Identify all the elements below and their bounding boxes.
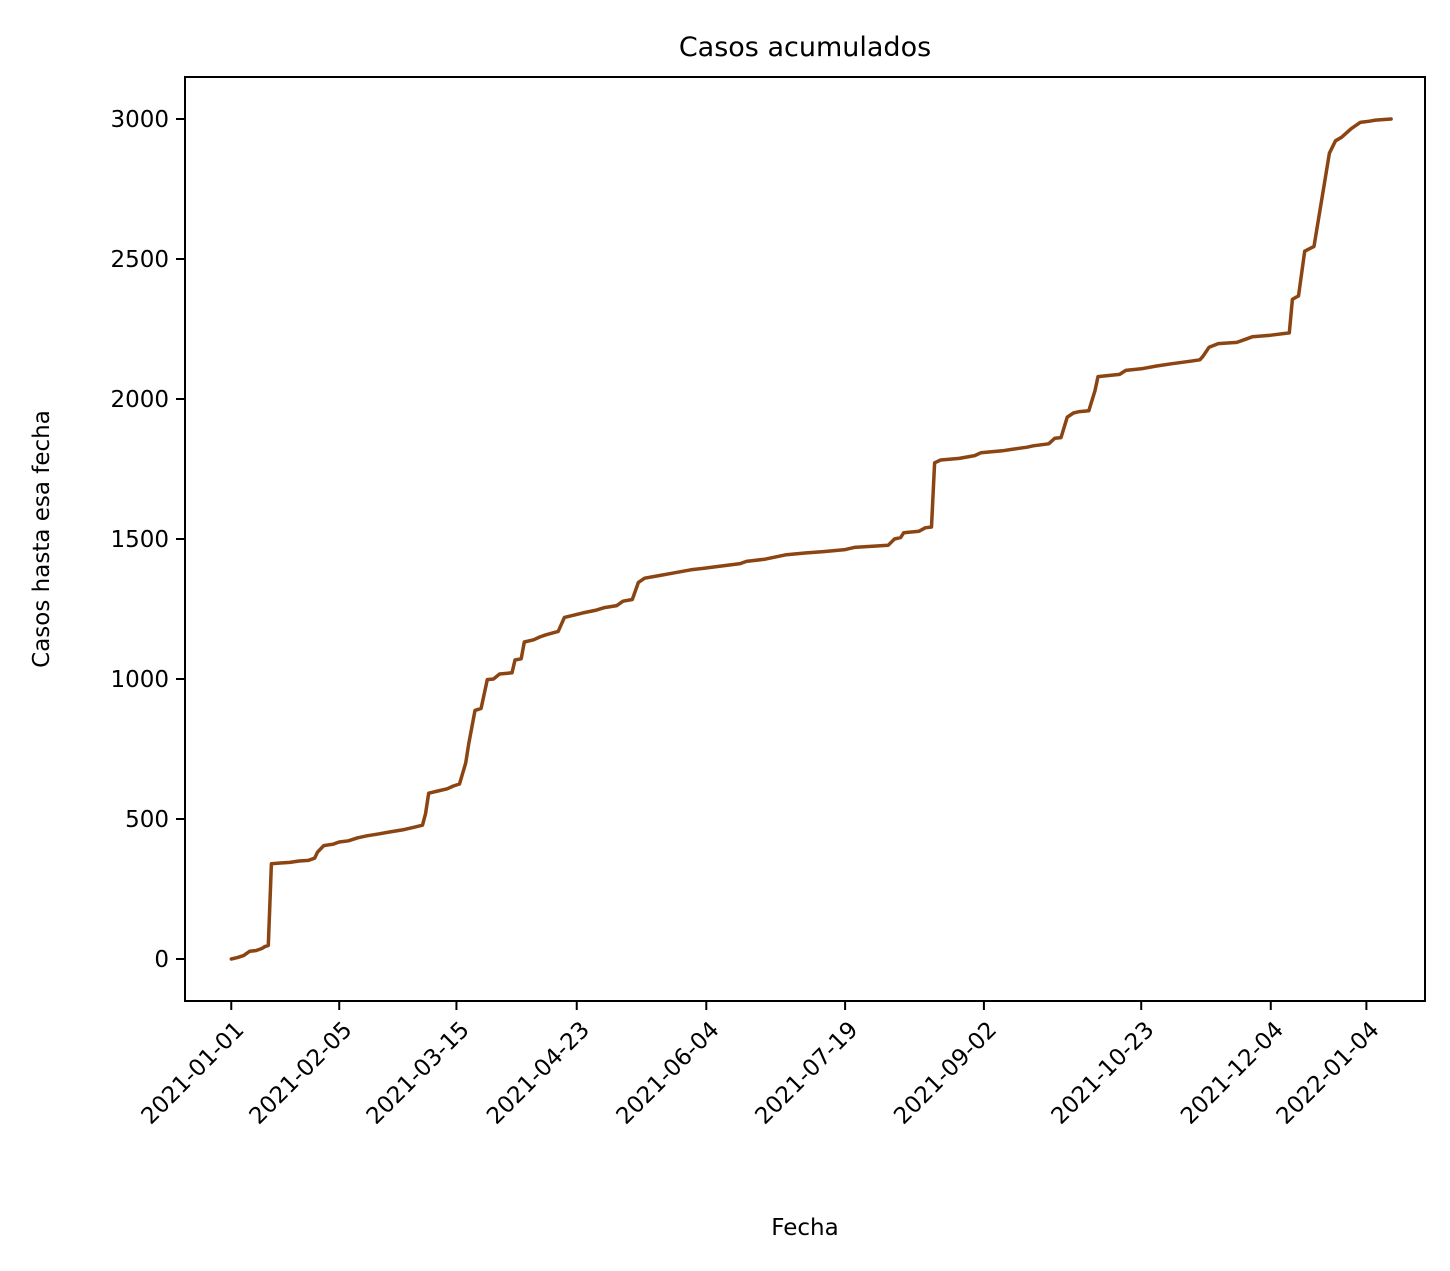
x-axis-label: Fecha [771,1215,838,1241]
y-axis-ticks: 0 500 1000 1500 2000 2500 3000 [110,107,185,973]
plot-frame [184,76,1426,1002]
chart-title: Casos acumulados [679,32,931,63]
y-tick-label: 1500 [110,527,169,553]
y-tick-label: 2500 [110,247,169,273]
y-tick-label: 500 [125,807,169,833]
y-axis-label: Casos hasta esa fecha [29,410,55,668]
y-tick-label: 2000 [110,387,169,413]
series-line-0 [229,117,1393,961]
series-layer [229,117,1393,961]
y-tick-label: 0 [154,947,169,973]
y-tick-label: 3000 [110,107,169,133]
y-tick-label: 1000 [110,667,169,693]
